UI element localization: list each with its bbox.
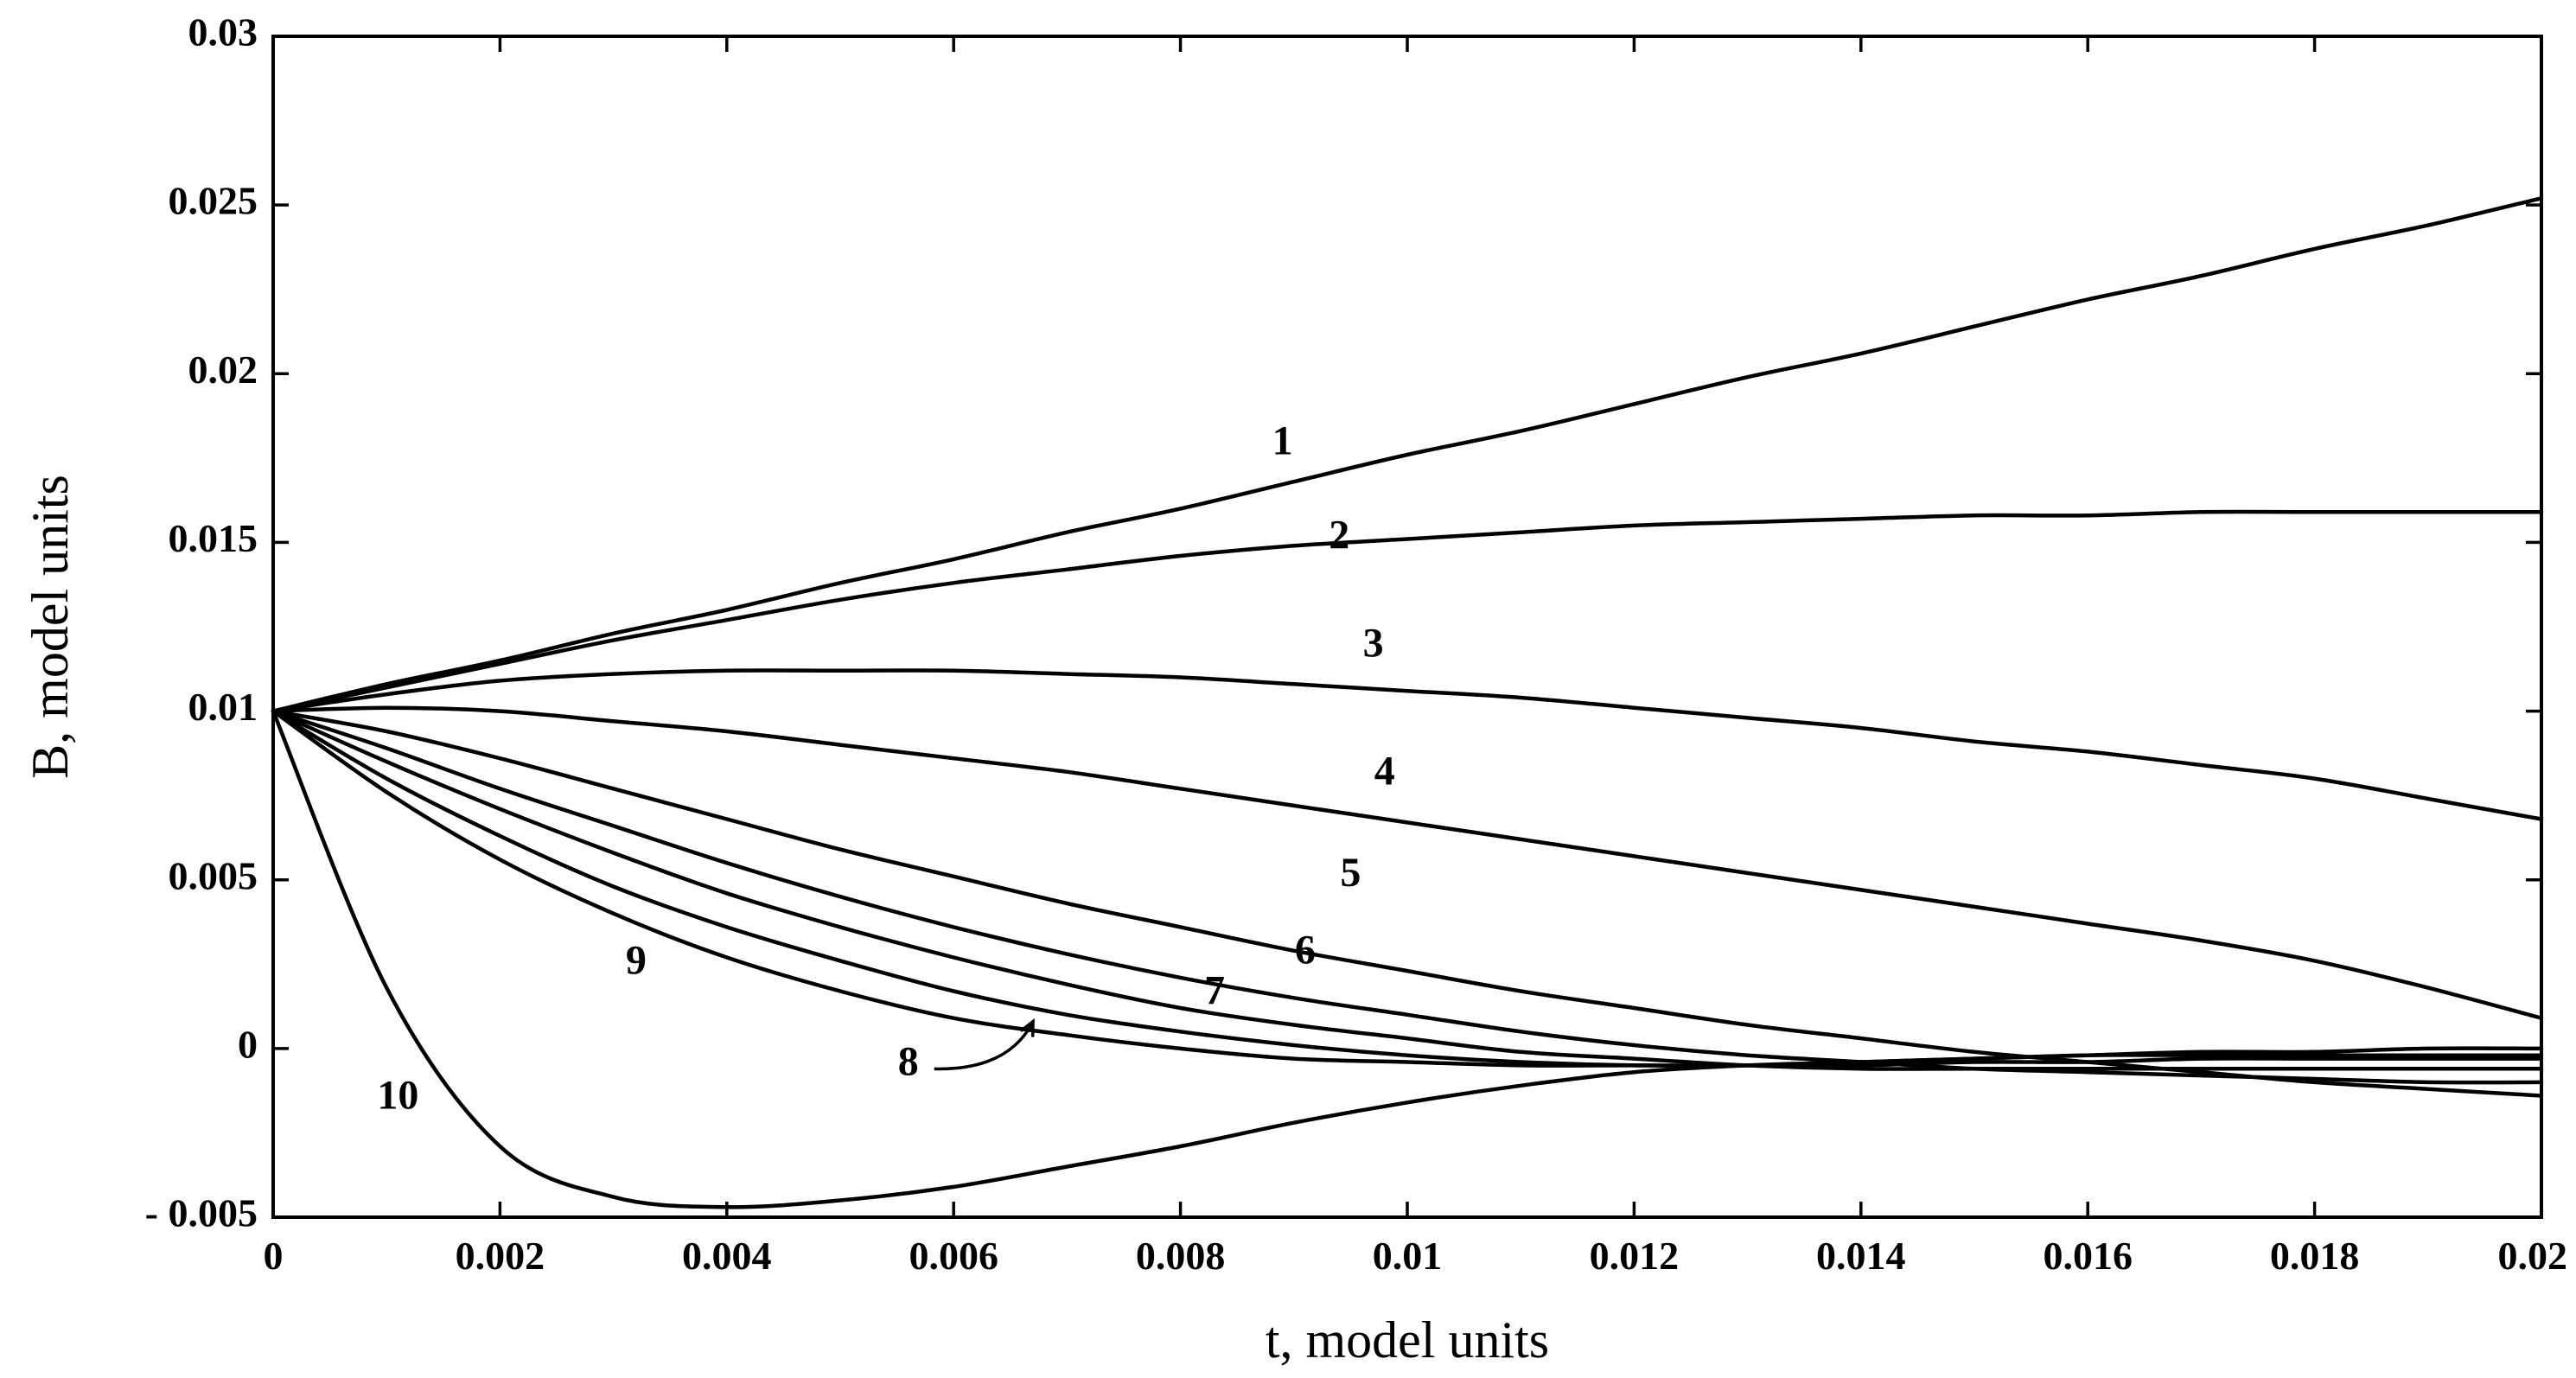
plot-frame (271, 35, 2543, 1219)
y-tick-label: 0.005 (169, 853, 258, 897)
series-label-6: 6 (1295, 928, 1316, 973)
x-tick-labels: 0 0.002 0.004 0.006 0.008 0.01 0.012 0.014 0.016… (264, 1234, 2568, 1278)
y-tick-label: 0.02 (188, 348, 258, 392)
y-tick-label: 0.015 (169, 516, 258, 560)
annotations-layer (934, 1018, 1035, 1071)
series-label-9: 9 (626, 937, 647, 983)
series-label-10: 10 (377, 1072, 418, 1118)
y-tick-label: - 0.005 (145, 1191, 258, 1235)
annotation-arrow-head (1019, 1018, 1035, 1037)
series-label-7: 7 (1204, 967, 1225, 1013)
series-label-3: 3 (1363, 620, 1384, 666)
x-tick-label: 0 (264, 1234, 284, 1278)
ticks-layer (271, 35, 2543, 1219)
x-tick-label: 0.014 (1816, 1234, 1906, 1278)
series-line-9 (271, 709, 2544, 1068)
x-tick-label: 0.016 (2043, 1234, 2133, 1278)
x-tick-label: 0.006 (909, 1234, 998, 1278)
series-line-6 (271, 709, 2544, 1085)
y-tick-label: 0.025 (169, 179, 258, 223)
x-tick-label: 0.02 (2498, 1234, 2568, 1278)
curves-layer (271, 196, 2544, 1209)
series-line-2 (271, 509, 2544, 713)
y-tick-labels: - 0.005 0 0.005 0.01 0.015 0.02 0.025 0.03 (145, 10, 258, 1235)
y-axis-title: B, model units (22, 475, 79, 779)
series-line-3 (271, 668, 2544, 821)
annotation-arrow (934, 1020, 1035, 1071)
x-tick-label: 0.012 (1590, 1234, 1680, 1278)
series-line-4 (271, 705, 2544, 1020)
series-label-2: 2 (1329, 513, 1349, 558)
series-label-1: 1 (1272, 418, 1293, 463)
series-line-8 (271, 709, 2544, 1068)
x-tick-label: 0.01 (1373, 1234, 1443, 1278)
series-line-1 (271, 196, 2544, 713)
series-label-4: 4 (1374, 749, 1395, 794)
y-tick-label: 0.01 (188, 685, 258, 729)
series-label-5: 5 (1340, 850, 1361, 896)
x-tick-label: 0.002 (456, 1234, 545, 1278)
series-label-8: 8 (898, 1038, 919, 1084)
x-axis-title: t, model units (1266, 1311, 1549, 1368)
x-tick-label: 0.018 (2270, 1234, 2360, 1278)
x-tick-label: 0.004 (682, 1234, 772, 1278)
series-line-10 (271, 709, 2544, 1209)
series-line-7 (271, 709, 2544, 1071)
y-tick-label: 0.03 (188, 10, 258, 54)
curve-labels-layer: 1 2 3 4 56 7 8 9 10 (377, 418, 1394, 1118)
y-tick-label: 0 (238, 1022, 258, 1066)
x-tick-label: 0.008 (1136, 1234, 1226, 1278)
